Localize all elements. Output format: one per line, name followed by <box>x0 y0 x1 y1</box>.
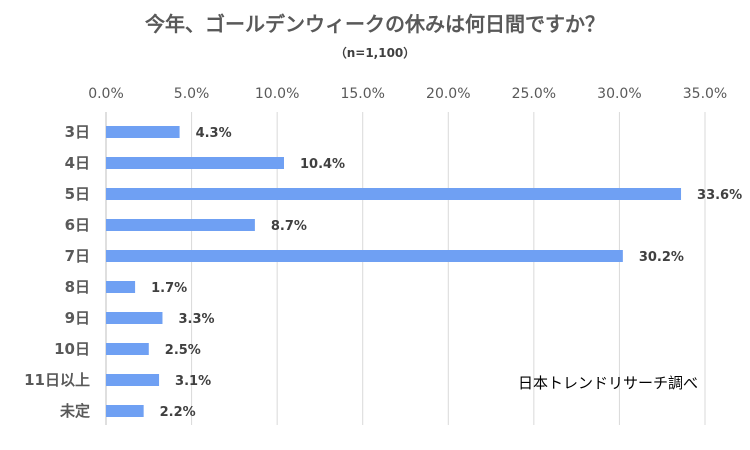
chart-title: 今年、ゴールデンウィークの休みは何日間ですか？ <box>145 12 605 36</box>
category-label: 4日 <box>65 154 90 172</box>
x-tick-label: 10.0% <box>255 86 299 102</box>
category-label: 11日以上 <box>24 371 90 389</box>
bar <box>106 281 136 293</box>
data-label: 3.3% <box>178 312 214 327</box>
bar <box>106 219 255 231</box>
data-label: 1.7% <box>151 281 187 296</box>
x-tick-label: 25.0% <box>512 86 556 102</box>
x-tick-label: 15.0% <box>340 86 384 102</box>
data-label: 10.4% <box>300 157 345 172</box>
data-label: 2.2% <box>160 405 196 420</box>
chart-subtitle: （n=1,100） <box>334 46 416 60</box>
category-label: 3日 <box>65 123 90 141</box>
bar <box>106 405 144 417</box>
data-label: 4.3% <box>196 126 232 141</box>
category-label: 8日 <box>65 278 90 296</box>
data-label: 30.2% <box>639 250 684 265</box>
bar <box>106 126 180 138</box>
data-label: 3.1% <box>175 374 211 389</box>
x-tick-label: 20.0% <box>426 86 470 102</box>
category-label: 6日 <box>65 216 90 234</box>
category-label: 10日 <box>54 340 90 358</box>
source-note: 日本トレンドリサーチ調べ <box>518 374 699 392</box>
x-tick-label: 5.0% <box>174 86 210 102</box>
data-label: 33.6% <box>697 188 742 203</box>
x-tick-label: 35.0% <box>683 86 727 102</box>
category-label: 未定 <box>59 402 90 420</box>
bar <box>106 250 623 262</box>
bar <box>106 343 149 355</box>
data-label: 8.7% <box>271 219 307 234</box>
bar <box>106 188 682 200</box>
data-label: 2.5% <box>165 343 201 358</box>
x-tick-label: 0.0% <box>88 86 124 102</box>
category-label: 9日 <box>65 309 90 327</box>
category-label: 5日 <box>65 185 90 203</box>
bar <box>106 374 160 386</box>
bar <box>106 312 163 324</box>
category-label: 7日 <box>65 247 90 265</box>
bar <box>106 157 284 169</box>
x-tick-label: 30.0% <box>597 86 641 102</box>
